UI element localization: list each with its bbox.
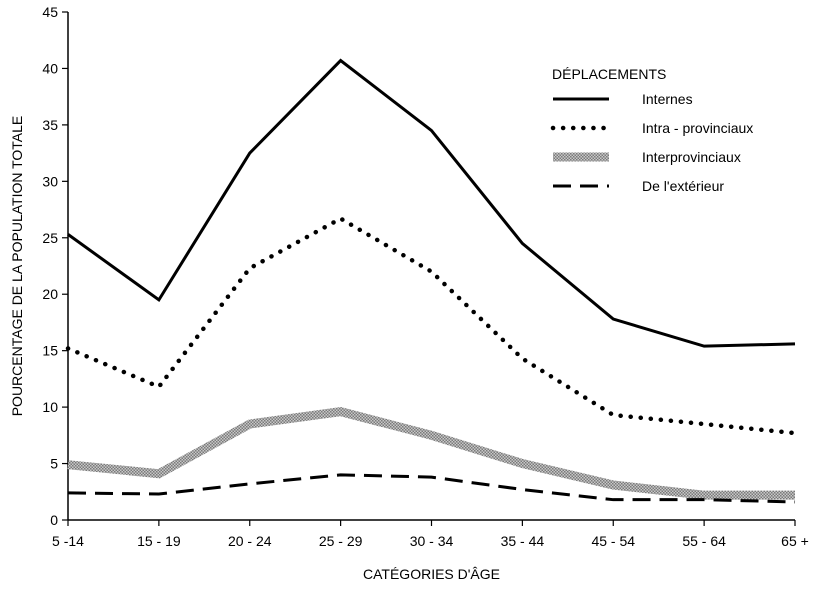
series-line xyxy=(67,473,796,504)
x-tick-label: 5 -14 xyxy=(52,533,84,549)
x-tick-label: 15 - 19 xyxy=(137,533,181,549)
x-tick-label: 35 - 44 xyxy=(501,533,545,549)
axes xyxy=(67,12,795,521)
legend-items: Internes Intra - provinciaux Interprovinci… xyxy=(550,91,753,194)
series-line xyxy=(65,216,798,436)
x-tick-label: 25 - 29 xyxy=(319,533,363,549)
y-tick-label: 35 xyxy=(42,117,58,133)
y-tick-label: 10 xyxy=(42,399,58,415)
legend: DÉPLACEMENTS Internes Intra - provinciaux… xyxy=(550,66,753,194)
y-axis-title: POURCENTAGE DE LA POPULATION TOTALE xyxy=(9,116,25,417)
legend-label: Intra - provinciaux xyxy=(642,120,753,136)
y-tick-label: 15 xyxy=(42,343,58,359)
y-tick-label: 45 xyxy=(42,4,58,20)
y-ticks: 0 5 10 15 20 25 30 35 40 45 xyxy=(42,4,68,528)
x-tick-label: 65 + xyxy=(781,533,809,549)
y-tick-label: 20 xyxy=(42,286,58,302)
legend-title: DÉPLACEMENTS xyxy=(552,66,666,82)
legend-label: Internes xyxy=(642,91,693,107)
series-line xyxy=(67,58,796,348)
x-ticks: 5 -14 15 - 19 20 - 24 25 - 29 30 - 34 35 - 44… xyxy=(52,520,809,549)
y-tick-label: 0 xyxy=(50,512,58,528)
x-tick-label: 55 - 64 xyxy=(682,533,726,549)
y-tick-label: 30 xyxy=(42,173,58,189)
series-layer xyxy=(65,58,798,504)
legend-label: De l'extérieur xyxy=(642,178,724,194)
x-tick-label: 20 - 24 xyxy=(228,533,272,549)
x-tick-label: 45 - 54 xyxy=(591,533,635,549)
x-axis-title: CATÉGORIES D'ÂGE xyxy=(363,566,500,582)
y-tick-label: 40 xyxy=(42,60,58,76)
x-tick-label: 30 - 34 xyxy=(410,533,454,549)
y-tick-label: 5 xyxy=(50,456,58,472)
series-line xyxy=(67,407,795,500)
legend-label: Interprovinciaux xyxy=(642,149,741,165)
y-tick-label: 25 xyxy=(42,230,58,246)
